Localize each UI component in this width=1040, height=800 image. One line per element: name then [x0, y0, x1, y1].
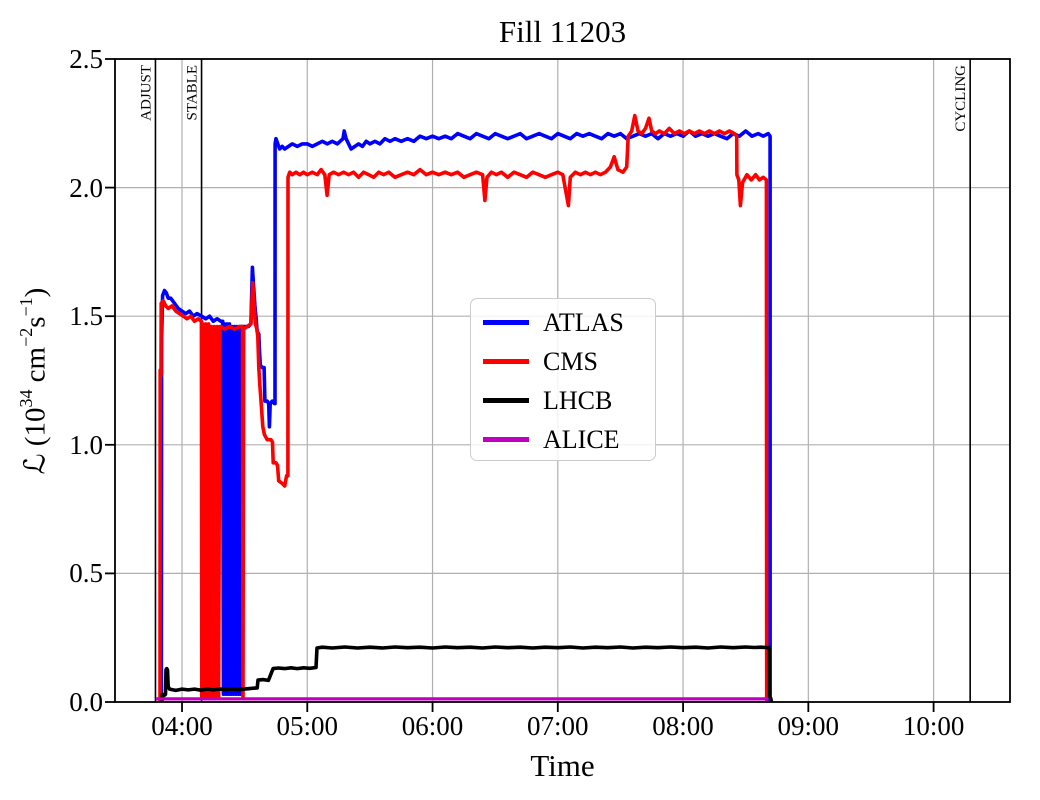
y-tick-label: 2.0: [69, 172, 103, 203]
chart-title: Fill 11203: [498, 14, 627, 49]
y-tick-label: 0.5: [69, 558, 103, 589]
legend-label-cms: CMS: [543, 346, 598, 376]
y-tick-label: 1.0: [69, 429, 103, 460]
series-line-atlas: [159, 129, 772, 703]
legend-item-cms: CMS: [471, 342, 655, 381]
legend-item-atlas: ATLAS: [471, 303, 655, 342]
x-tick-label: 05:00: [276, 711, 339, 741]
series-line-alice: [155, 697, 769, 703]
x-axis-label: Time: [530, 748, 595, 783]
x-tick-label: 10:00: [902, 711, 965, 741]
x-tick-label: 06:00: [401, 711, 464, 741]
legend: ATLAS CMS LHCB ALICE: [470, 298, 656, 461]
y-tick-label: 2.5: [69, 44, 103, 74]
ylabel-text: cm: [19, 346, 52, 390]
legend-item-lhcb: LHCB: [471, 381, 655, 420]
event-label-adjust: ADJUST: [138, 65, 154, 121]
series-line-lhcb: [160, 645, 774, 703]
x-tick-label: 04:00: [151, 711, 213, 741]
plot-border: [114, 58, 1011, 703]
legend-line-atlas: [483, 320, 529, 325]
legend-label-lhcb: LHCB: [543, 385, 613, 415]
event-label-cycling: CYCLING: [953, 65, 969, 132]
legend-line-cms: [483, 359, 529, 364]
ylabel-text: ): [19, 287, 52, 298]
x-tick-label: 08:00: [652, 711, 714, 741]
legend-line-alice: [483, 437, 529, 442]
legend-line-lhcb: [483, 398, 529, 403]
y-tick-label: 0.0: [69, 687, 103, 717]
y-axis-label: ℒ (1034 cm−2s−1): [9, 211, 52, 551]
series-line-cms: [158, 113, 769, 703]
legend-label-atlas: ATLAS: [543, 307, 624, 337]
x-tick-label: 09:00: [777, 711, 840, 741]
x-tick-label: 07:00: [527, 711, 589, 741]
legend-item-alice: ALICE: [471, 420, 655, 459]
ylabel-exp: 34: [15, 389, 36, 408]
event-label-stable: STABLE: [185, 65, 201, 120]
legend-label-alice: ALICE: [543, 424, 620, 454]
y-tick-label: 1.5: [69, 301, 103, 332]
